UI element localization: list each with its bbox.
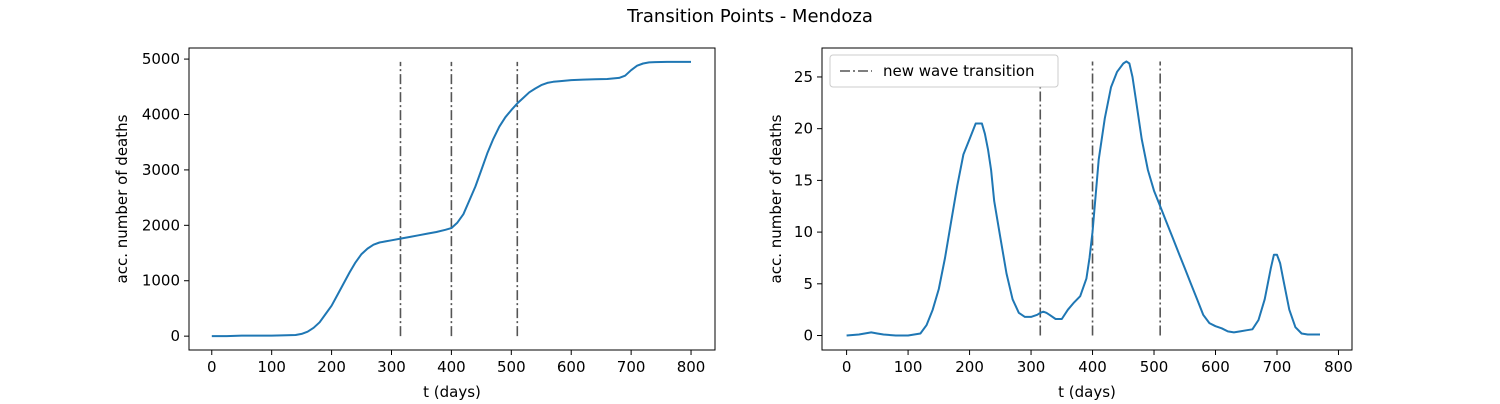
x-tick-label: 600 [1201, 358, 1230, 376]
x-axis-label: t (days) [423, 383, 481, 400]
y-tick-label: 3000 [142, 161, 180, 179]
y-tick-label: 1000 [142, 272, 180, 290]
series-line-1 [211, 60, 691, 338]
x-tick-label: 700 [1263, 358, 1292, 376]
y-tick-label: 20 [794, 120, 813, 138]
legend-box [829, 54, 1059, 88]
series-line-1 [846, 60, 1320, 337]
y-tick-label: 5000 [142, 50, 180, 68]
y-axis-label: acc. number of deaths [767, 114, 785, 283]
y-axis-label: acc. number of deaths [113, 114, 131, 283]
x-tick-label: 700 [617, 358, 646, 376]
x-tick-label: 500 [1140, 358, 1169, 376]
x-tick-label: 200 [955, 358, 984, 376]
axes-frame [821, 47, 1353, 351]
chart-accumulated-deaths: 0 100 200 300 400 500 600 700 800 0 1000 2000 3000 40… [113, 47, 716, 401]
chart-daily-deaths: 0 100 200 300 400 500 600 700 800 0 5 10 15 20 25 t (da… [767, 47, 1353, 401]
figure-title: Transition Points - Mendoza [626, 6, 873, 27]
x-tick-label: 300 [377, 358, 406, 376]
x-tick-label: 300 [1017, 358, 1046, 376]
x-tick-label: 400 [1078, 358, 1107, 376]
y-tick-label: 0 [803, 327, 813, 345]
y-tick-label: 10 [794, 223, 813, 241]
x-tick-label: 200 [317, 358, 346, 376]
y-tick-label: 5 [803, 275, 813, 293]
axes-frame [188, 47, 716, 351]
y-tick-label: 25 [794, 68, 813, 86]
x-tick-label: 0 [842, 358, 852, 376]
x-tick-label: 800 [1324, 358, 1353, 376]
x-tick-label: 100 [257, 358, 286, 376]
y-tick-label: 15 [794, 171, 813, 189]
x-axis-label: t (days) [1058, 383, 1116, 400]
x-tick-label: 400 [437, 358, 466, 376]
y-tick-label: 4000 [142, 105, 180, 123]
y-tick-label: 2000 [142, 216, 180, 234]
x-tick-label: 800 [677, 358, 706, 376]
x-tick-label: 500 [497, 358, 526, 376]
x-tick-label: 100 [894, 358, 923, 376]
x-tick-label: 0 [207, 358, 217, 376]
y-tick-label: 0 [170, 327, 180, 345]
x-tick-label: 600 [557, 358, 586, 376]
legend-label: new wave transition [883, 62, 1035, 80]
